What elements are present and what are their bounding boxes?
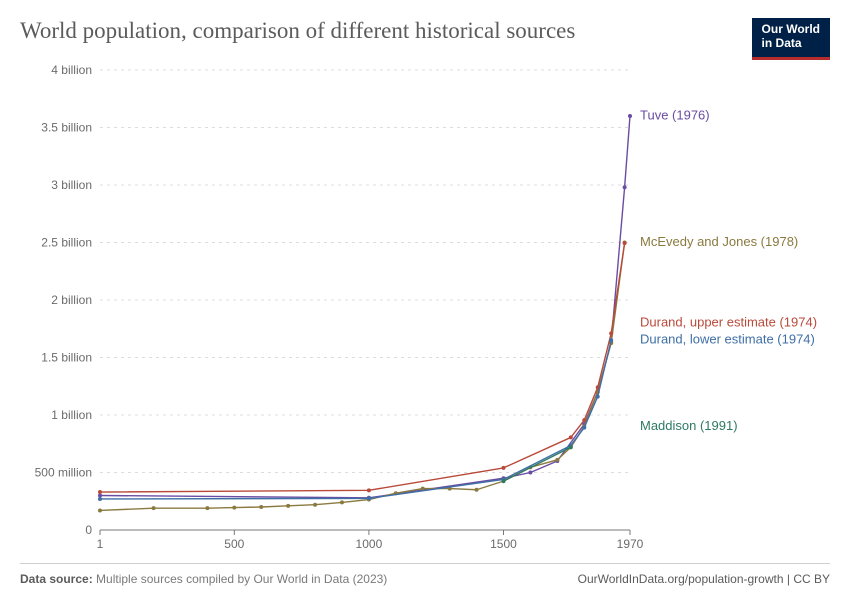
footer-source-label: Data source: <box>20 572 93 586</box>
series-line <box>100 243 625 511</box>
series-marker <box>555 458 559 462</box>
y-axis-tick-label: 500 million <box>35 466 92 480</box>
series-marker <box>98 490 102 494</box>
x-axis-tick-label: 1500 <box>490 537 517 550</box>
series-label: Durand, upper estimate (1974) <box>640 314 817 329</box>
series-marker <box>475 488 479 492</box>
y-axis-tick-label: 4 billion <box>51 63 92 77</box>
x-axis-tick-label: 500 <box>224 537 244 550</box>
series-marker <box>528 471 532 475</box>
footer: Data source: Multiple sources compiled b… <box>20 563 830 586</box>
series-label: Maddison (1991) <box>640 418 738 433</box>
series-marker <box>609 338 613 342</box>
series-line <box>100 116 630 498</box>
y-axis-tick-label: 2 billion <box>51 293 92 307</box>
footer-source: Data source: Multiple sources compiled b… <box>20 572 387 586</box>
y-axis-tick-label: 2.5 billion <box>41 236 92 250</box>
chart-title: World population, comparison of differen… <box>20 18 575 44</box>
series-marker <box>628 114 632 118</box>
series-marker <box>623 185 627 189</box>
series-marker <box>205 506 209 510</box>
series-marker <box>98 508 102 512</box>
series-marker <box>367 496 371 500</box>
chart-area: 0 500 million 1 billion 1.5 billion 2 billio… <box>20 60 830 550</box>
series-marker <box>582 426 586 430</box>
logo-line-1: Our World <box>762 23 820 37</box>
footer-attribution: OurWorldInData.org/population-growth | C… <box>578 572 830 586</box>
x-axis-tick-label: 1000 <box>356 537 383 550</box>
series-marker <box>367 488 371 492</box>
series-marker <box>609 331 613 335</box>
series-marker <box>569 435 573 439</box>
series-marker <box>501 466 505 470</box>
footer-source-text: Multiple sources compiled by Our World i… <box>96 572 387 586</box>
series-line <box>100 340 611 499</box>
y-axis-tick-label: 1 billion <box>51 408 92 422</box>
y-axis-tick-label: 1.5 billion <box>41 351 92 365</box>
series-marker <box>313 503 317 507</box>
series-marker <box>259 505 263 509</box>
series-marker <box>596 395 600 399</box>
y-axis-tick-label: 0 <box>85 523 92 537</box>
series-marker <box>98 497 102 501</box>
y-axis-tick-label: 3 billion <box>51 178 92 192</box>
logo-line-2: in Data <box>762 37 820 51</box>
series-marker <box>569 445 573 449</box>
series-marker <box>623 241 627 245</box>
series-marker <box>286 504 290 508</box>
y-axis-tick-label: 3.5 billion <box>41 121 92 135</box>
chart-svg: 0 500 million 1 billion 1.5 billion 2 billio… <box>20 60 830 550</box>
series-label: McEvedy and Jones (1978) <box>640 234 798 249</box>
series-marker <box>232 506 236 510</box>
series-label: Durand, lower estimate (1974) <box>640 332 815 347</box>
series-marker <box>501 479 505 483</box>
series-marker <box>98 494 102 498</box>
series-line <box>100 243 625 492</box>
series-label: Tuve (1976) <box>640 107 710 122</box>
owid-logo: Our World in Data <box>752 18 830 60</box>
series-marker <box>340 500 344 504</box>
series-marker <box>582 418 586 422</box>
x-axis-tick-label: 1 <box>97 537 104 550</box>
series-marker <box>152 506 156 510</box>
x-axis-tick-label: 1970 <box>617 537 644 550</box>
